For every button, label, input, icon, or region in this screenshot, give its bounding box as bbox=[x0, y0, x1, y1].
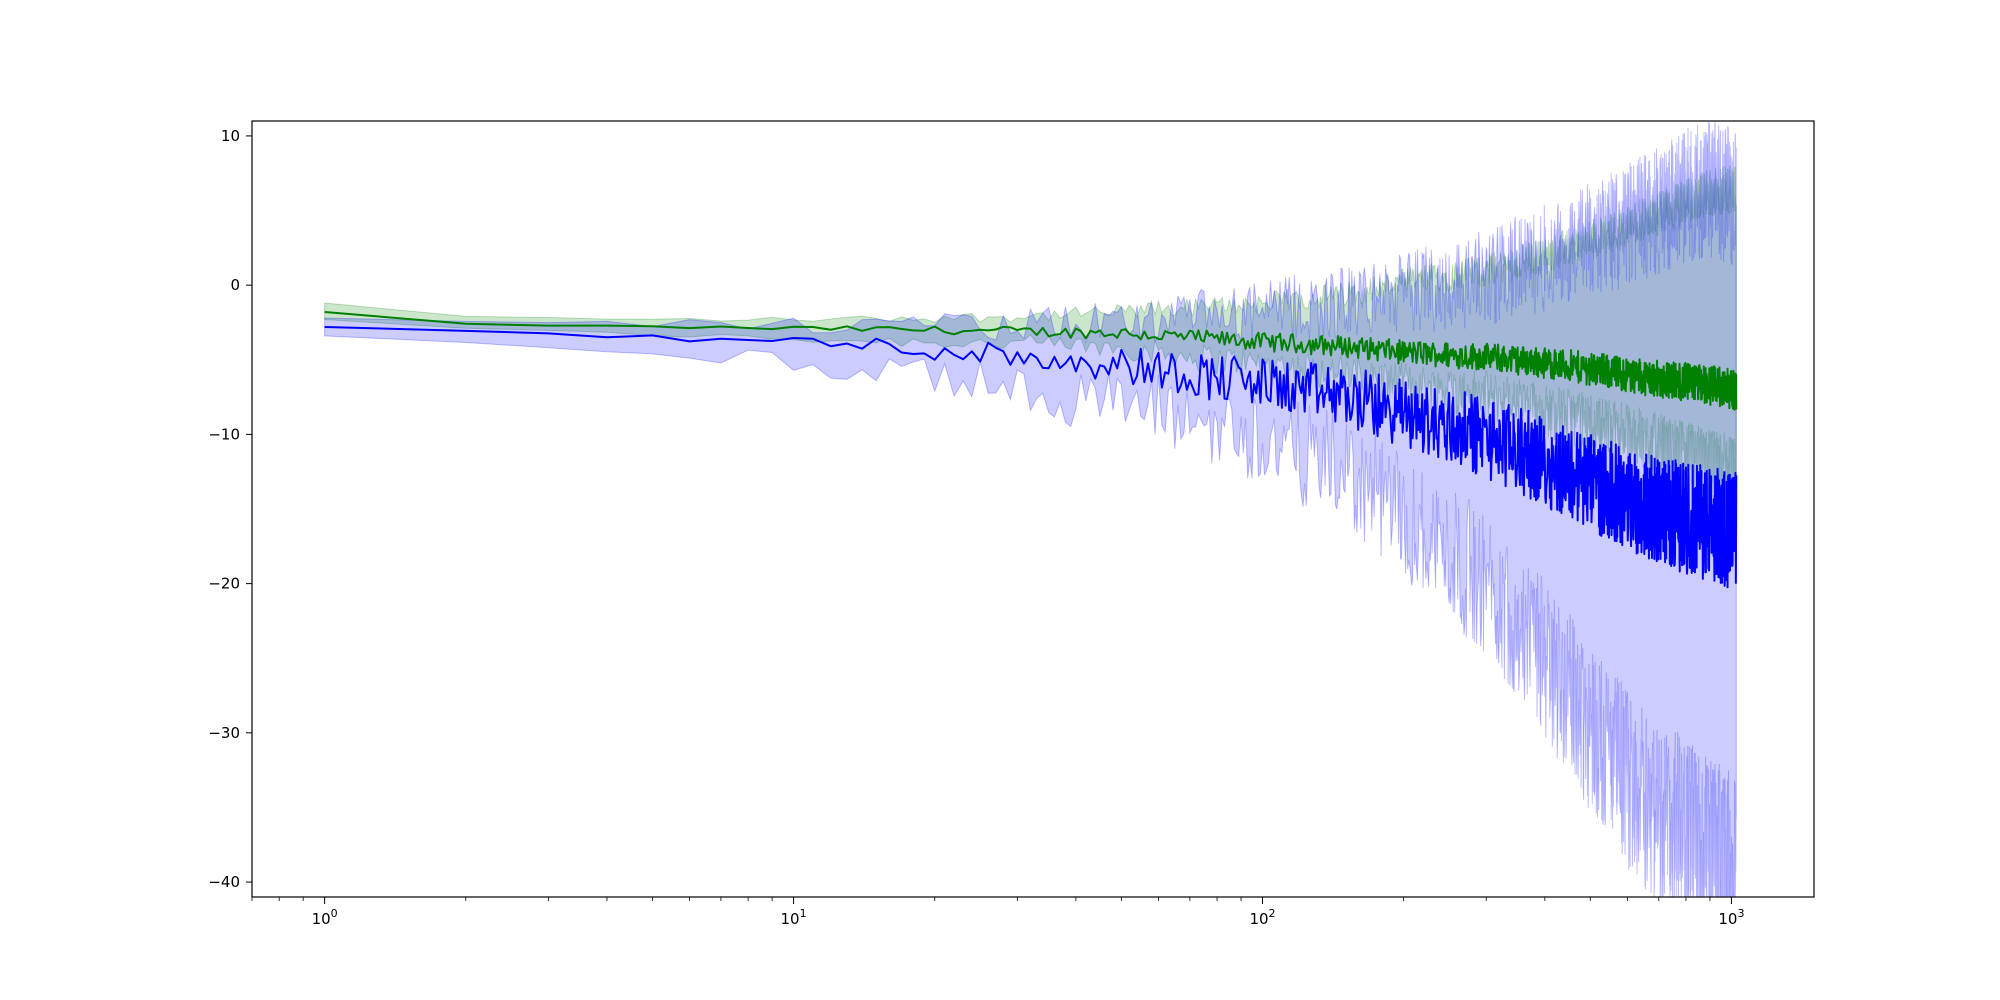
confidence-bands bbox=[324, 121, 1737, 897]
series-1-band bbox=[324, 121, 1737, 897]
plot-frame bbox=[251, 120, 1815, 898]
series-lines bbox=[324, 311, 1738, 589]
y-tick-label: 0 bbox=[230, 276, 240, 294]
x-tick-label: 100 bbox=[312, 907, 338, 928]
y-tick-label: −30 bbox=[208, 724, 240, 742]
y-tick-label: −40 bbox=[208, 873, 240, 891]
series-1-line bbox=[324, 325, 1738, 589]
x-tick-label: 102 bbox=[1249, 907, 1275, 928]
y-axis: 10 0 −10 −20 −30 −40 bbox=[208, 127, 252, 891]
x-tick-label: 103 bbox=[1718, 907, 1744, 928]
series-0-band bbox=[324, 165, 1737, 506]
y-tick-label: −10 bbox=[208, 425, 240, 443]
y-tick-label: −20 bbox=[208, 575, 240, 593]
series-0-line bbox=[324, 311, 1738, 411]
x-axis: 100 101 102 103 bbox=[251, 897, 1744, 928]
x-tick-label: 101 bbox=[781, 907, 807, 928]
y-tick-label: 10 bbox=[221, 127, 240, 145]
